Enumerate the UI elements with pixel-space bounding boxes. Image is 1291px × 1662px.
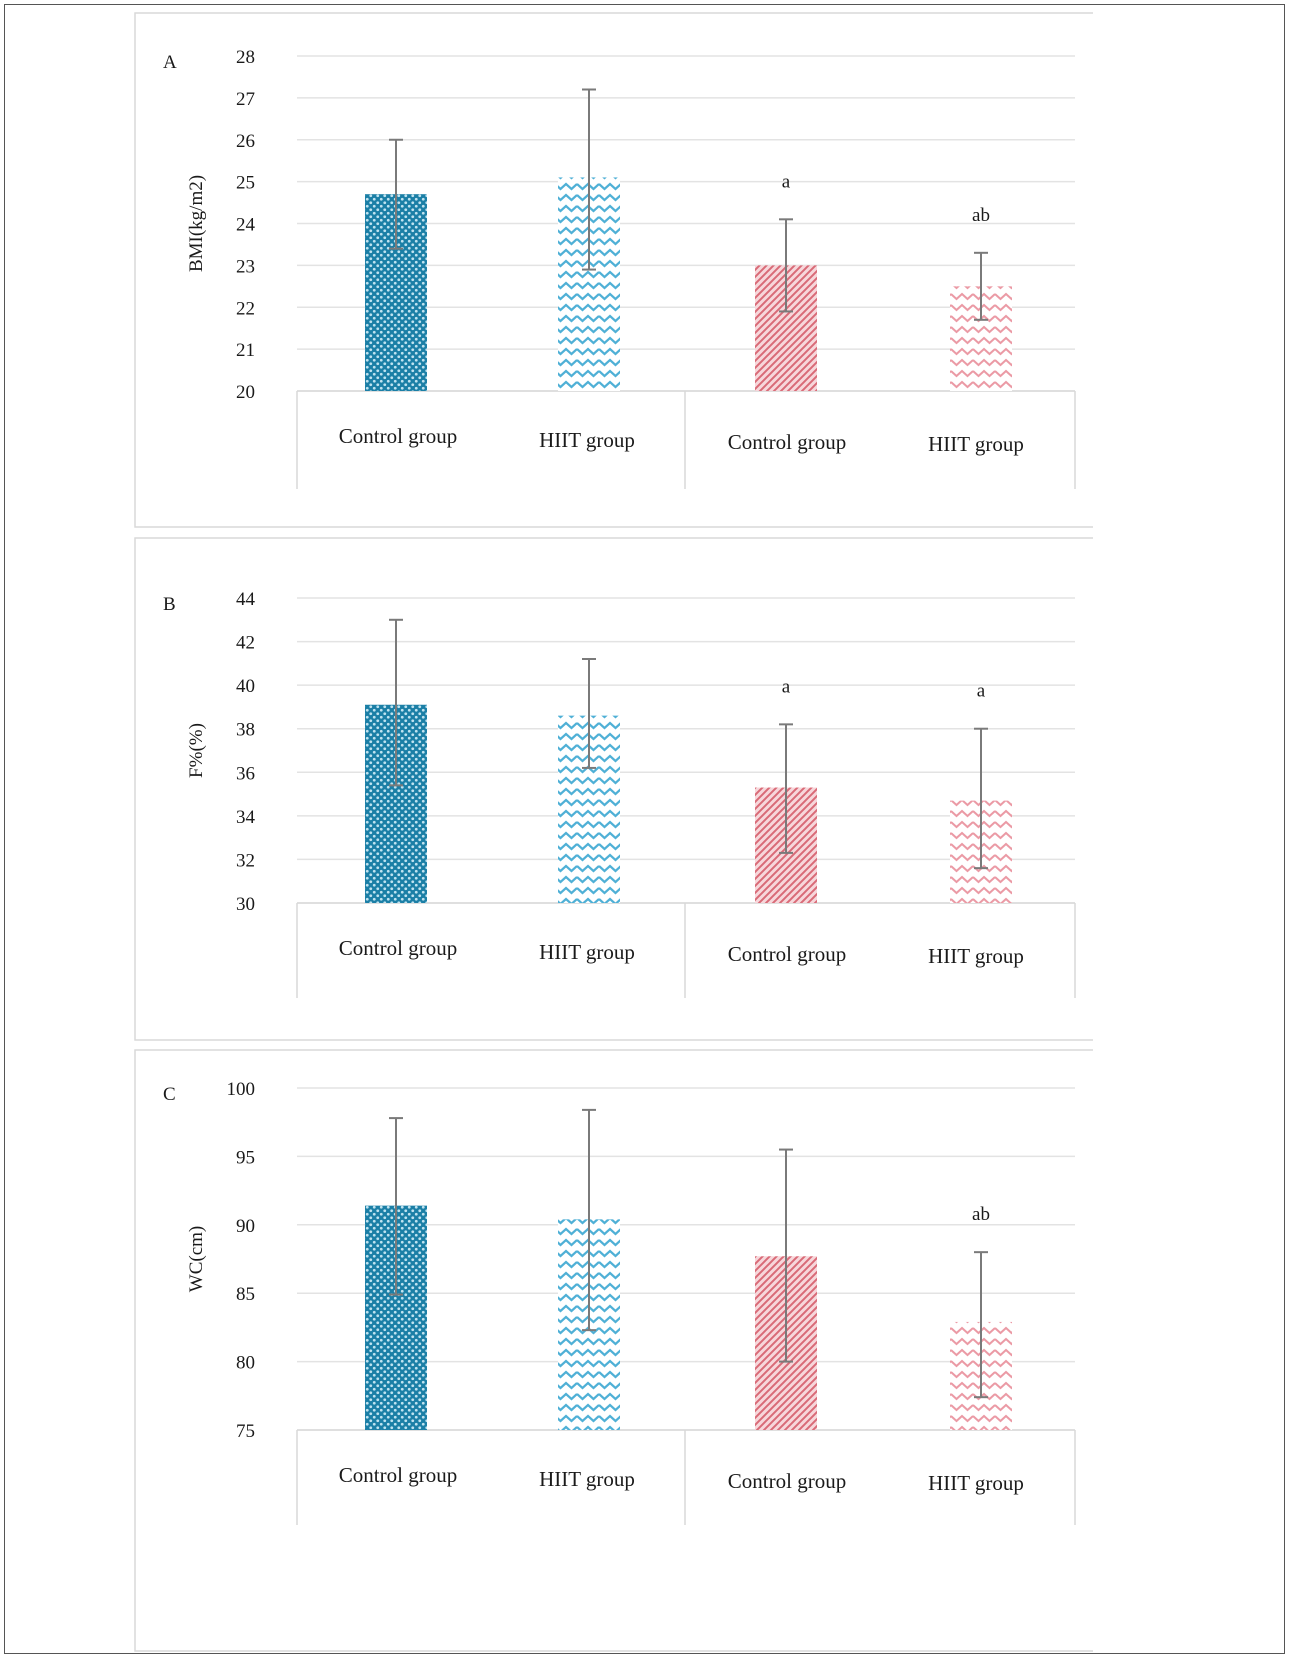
y-tick-label: 27 <box>236 89 255 110</box>
panel-border <box>134 12 1093 528</box>
y-tick-label: 21 <box>236 340 255 361</box>
significance-label: ab <box>972 1204 990 1225</box>
figure: 20 21 22 23 24 25 26 27 28 A BMI(kg/m2) a ab Control … <box>134 12 1093 1652</box>
significance-label: a <box>782 171 791 192</box>
y-tick-label: 42 <box>236 633 255 654</box>
y-tick-label: 24 <box>236 215 256 236</box>
significance-label: ab <box>972 205 990 226</box>
y-tick-label: 40 <box>236 676 255 697</box>
x-category-label: HIIT group <box>539 428 635 452</box>
chart-panel-c: 75 80 85 90 95 100 C WC(cm) ab Control group HIIT … <box>134 1049 1093 1652</box>
significance-label: a <box>977 681 986 702</box>
significance-label: a <box>782 676 791 697</box>
x-category-label: Control group <box>728 430 846 454</box>
y-tick-label: 95 <box>236 1147 255 1168</box>
category-axis-box <box>296 1429 1076 1525</box>
x-category-label: HIIT group <box>928 1471 1024 1495</box>
y-tick-label: 80 <box>236 1353 255 1374</box>
y-tick-label: 36 <box>236 763 255 784</box>
y-axis-label: WC(cm) <box>186 1226 207 1292</box>
y-tick-label: 75 <box>236 1421 255 1442</box>
x-category-label: Control group <box>339 936 457 960</box>
panel-label: B <box>163 594 176 615</box>
x-category-label: Control group <box>728 942 846 966</box>
y-tick-label: 26 <box>236 131 255 152</box>
panel-border <box>134 1049 1093 1652</box>
figure-frame: 20 21 22 23 24 25 26 27 28 A BMI(kg/m2) a ab Control … <box>4 4 1285 1654</box>
category-axis-box <box>296 390 1076 489</box>
y-axis-label: F%(%) <box>186 723 207 778</box>
y-tick-label: 30 <box>236 894 255 915</box>
x-category-label: Control group <box>339 1463 457 1487</box>
x-category-label: HIIT group <box>539 1467 635 1491</box>
y-tick-label: 34 <box>236 807 256 828</box>
chart-panel-a: 20 21 22 23 24 25 26 27 28 A BMI(kg/m2) a ab Control … <box>134 12 1093 528</box>
y-axis-label: BMI(kg/m2) <box>186 175 207 272</box>
y-tick-label: 23 <box>236 256 255 277</box>
y-tick-label: 28 <box>236 47 255 68</box>
x-category-label: HIIT group <box>928 944 1024 968</box>
panel-label: C <box>163 1084 176 1105</box>
y-tick-label: 38 <box>236 720 255 741</box>
y-tick-label: 22 <box>236 298 255 319</box>
panel-label: A <box>163 52 177 73</box>
chart-panel-b: 30 32 34 36 38 40 42 44 B F%(%) a a Control group HII… <box>134 537 1093 1041</box>
y-tick-label: 85 <box>236 1284 255 1305</box>
x-category-label: Control group <box>728 1469 846 1493</box>
y-tick-label: 90 <box>236 1216 255 1237</box>
panel-border <box>134 537 1093 1041</box>
y-tick-label: 25 <box>236 173 255 194</box>
y-tick-label: 44 <box>236 589 256 610</box>
x-category-label: Control group <box>339 424 457 448</box>
category-axis-box <box>296 902 1076 998</box>
y-tick-label: 100 <box>227 1079 256 1100</box>
y-tick-label: 32 <box>236 850 255 871</box>
x-category-label: HIIT group <box>928 432 1024 456</box>
y-tick-label: 20 <box>236 382 255 403</box>
x-category-label: HIIT group <box>539 940 635 964</box>
